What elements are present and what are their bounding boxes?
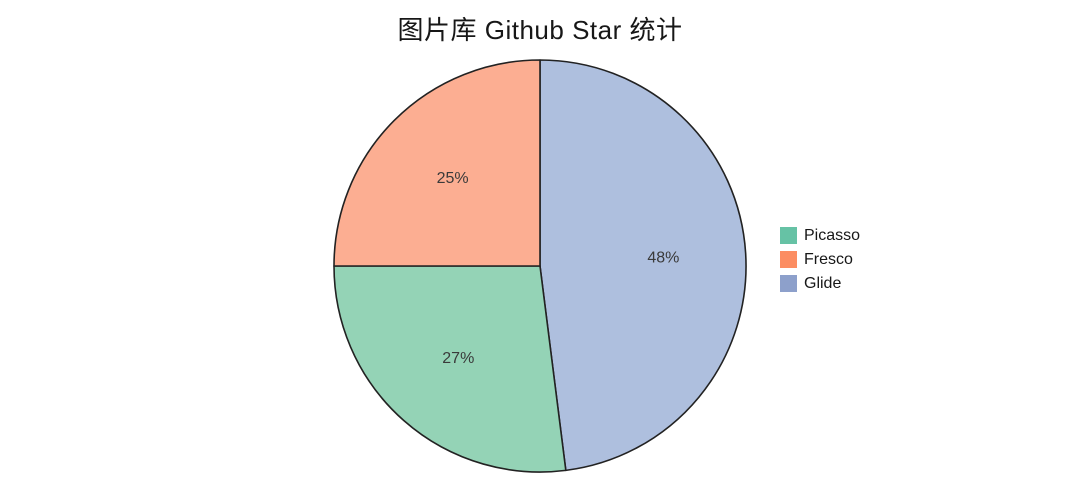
legend-swatch-picasso xyxy=(780,227,797,244)
legend-label-picasso: Picasso xyxy=(804,227,861,244)
pie-slice-fresco xyxy=(333,59,541,267)
legend-swatch-fresco xyxy=(780,251,797,268)
legend-label-glide: Glide xyxy=(804,275,842,292)
pie-slice-picasso xyxy=(333,265,567,473)
legend-swatch-glide xyxy=(780,275,797,292)
legend-item-picasso: Picasso xyxy=(780,227,860,244)
pie-slice-glide xyxy=(539,59,747,472)
legend-item-fresco: Fresco xyxy=(780,251,860,268)
legend-item-glide: Glide xyxy=(780,275,860,292)
legend-label-fresco: Fresco xyxy=(804,251,853,268)
pie-pct-label-fresco: 25% xyxy=(437,170,469,187)
chart-title: 图片库 Github Star 统计 xyxy=(397,15,683,45)
legend: Picasso Fresco Glide xyxy=(780,227,860,299)
pie-pct-label-glide: 48% xyxy=(647,249,679,266)
pie-pct-label-picasso: 27% xyxy=(442,350,474,367)
